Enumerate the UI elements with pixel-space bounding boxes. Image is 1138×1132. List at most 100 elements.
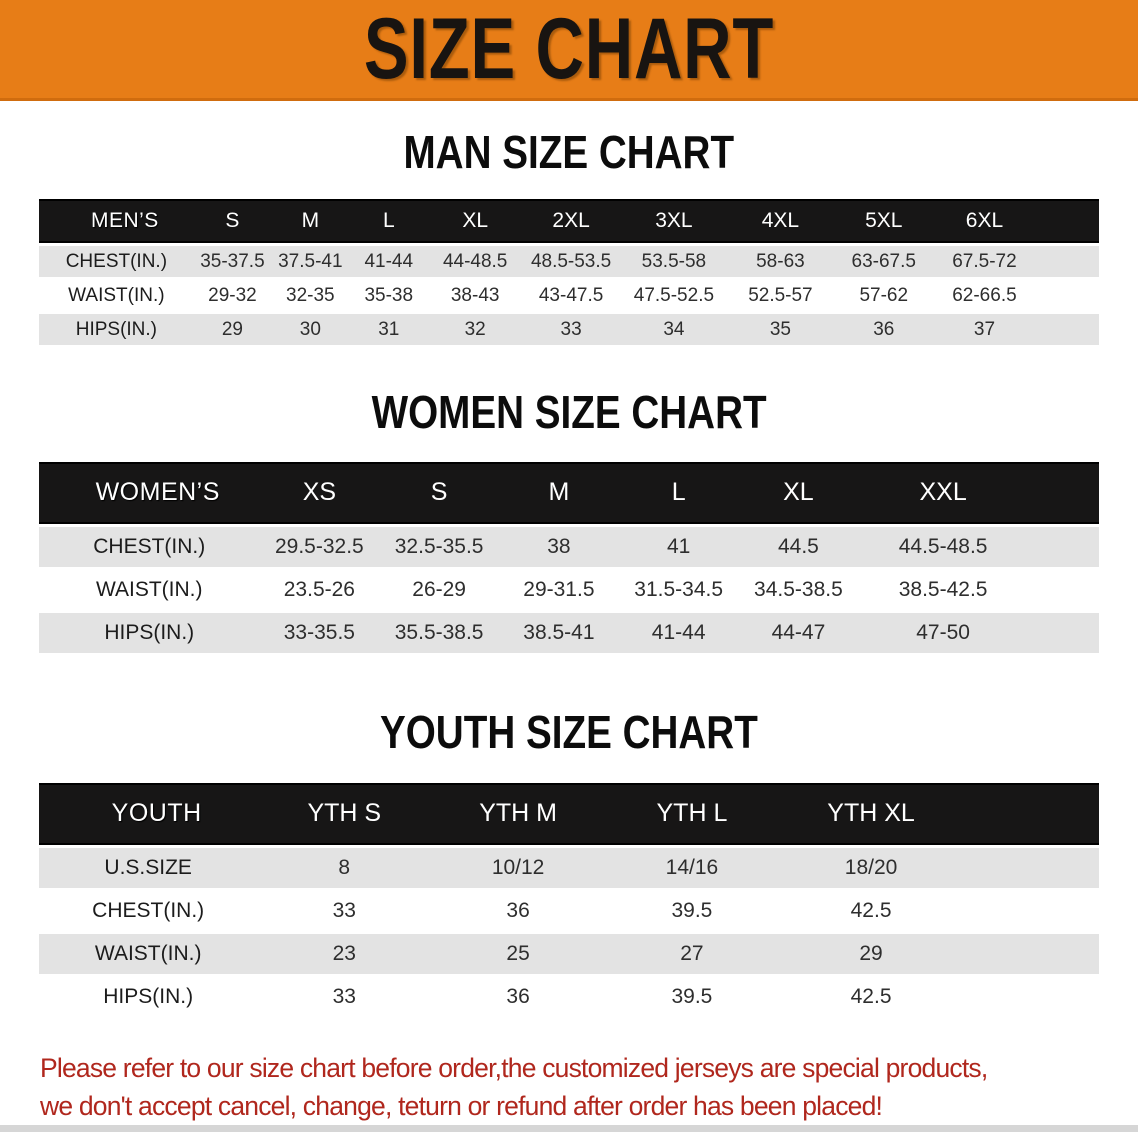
value-cell: 35	[727, 314, 833, 346]
row-label-cell: WAIST(IN.)	[39, 933, 258, 974]
men-size-table: MEN’S S M L XL 2XL 3XL 4XL 5XL 6XL CHEST…	[39, 196, 1099, 348]
value-cell: 32	[428, 314, 523, 346]
value-cell: 58-63	[727, 246, 833, 278]
row-label-cell: CHEST(IN.)	[39, 246, 194, 278]
value-cell: 43-47.5	[522, 280, 620, 312]
size-header-cell: S	[379, 461, 500, 524]
filler-cell	[963, 847, 1099, 888]
size-header-cell: YTH L	[605, 782, 779, 845]
value-cell: 63-67.5	[832, 246, 935, 278]
value-cell: 44-48.5	[428, 246, 523, 278]
value-cell: 23.5-26	[259, 569, 380, 610]
value-cell: 57-62	[832, 280, 935, 312]
value-cell: 38.5-42.5	[858, 569, 1028, 610]
size-header-cell: 6XL	[934, 199, 1035, 244]
value-cell: 8	[257, 847, 432, 888]
youth-group-label: YOUTH	[39, 782, 258, 845]
disclaimer-line-2: we don't accept cancel, change, teturn o…	[40, 1090, 883, 1121]
value-cell: 36	[431, 890, 606, 931]
youth-chest-row: CHEST(IN.) 33 36 39.5 42.5	[39, 890, 1099, 931]
size-header-cell: L	[618, 461, 739, 524]
value-cell: 48.5-53.5	[522, 246, 620, 278]
value-cell: 33	[522, 314, 620, 346]
value-cell: 31	[349, 314, 428, 346]
women-heading-text: WOMEN SIZE CHART	[371, 386, 767, 439]
value-cell: 14/16	[605, 847, 779, 888]
man-heading-text: MAN SIZE CHART	[403, 126, 735, 178]
value-cell: 33	[257, 890, 432, 931]
men-chest-row: CHEST(IN.) 35-37.5 37.5-41 41-44 44-48.5…	[39, 246, 1099, 278]
row-label-cell: HIPS(IN.)	[39, 612, 260, 653]
size-header-cell: M	[499, 461, 619, 524]
value-cell: 42.5	[778, 890, 964, 931]
men-hips-row: HIPS(IN.) 29 30 31 32 33 34 35 36 37	[39, 314, 1099, 346]
size-header-cell: 2XL	[522, 199, 620, 244]
value-cell: 44.5-48.5	[858, 526, 1028, 567]
bottom-edge-line	[0, 1125, 1138, 1132]
size-header-cell: YTH M	[431, 782, 606, 845]
value-cell: 37.5-41	[271, 246, 350, 278]
size-header-cell: 4XL	[727, 199, 833, 244]
filler-cell	[1034, 280, 1099, 312]
women-waist-row: WAIST(IN.) 23.5-26 26-29 29-31.5 31.5-34…	[39, 569, 1099, 610]
filler-cell	[1027, 569, 1099, 610]
youth-hips-row: HIPS(IN.) 33 36 39.5 42.5	[39, 976, 1099, 1017]
women-header-row: WOMEN’S XS S M L XL XXL	[39, 461, 1099, 524]
row-label-cell: HIPS(IN.)	[39, 314, 194, 346]
value-cell: 33-35.5	[259, 612, 380, 653]
value-cell: 67.5-72	[934, 246, 1035, 278]
youth-waist-row: WAIST(IN.) 23 25 27 29	[39, 933, 1099, 974]
value-cell: 35-37.5	[193, 246, 272, 278]
youth-section-heading: YOUTH SIZE CHART	[0, 707, 1138, 756]
disclaimer-line-1: Please refer to our size chart before or…	[40, 1052, 988, 1083]
banner: SIZE CHART	[0, 0, 1138, 101]
value-cell: 52.5-57	[727, 280, 833, 312]
filler-cell	[1027, 526, 1099, 567]
value-cell: 29	[193, 314, 272, 346]
value-cell: 36	[832, 314, 935, 346]
size-header-cell: YTH XL	[778, 782, 964, 845]
value-cell: 23	[257, 933, 432, 974]
women-section-heading: WOMEN SIZE CHART	[0, 386, 1138, 439]
size-header-cell: S	[193, 199, 272, 244]
women-size-table: WOMEN’S XS S M L XL XXL CHEST(IN.) 29.5-…	[39, 459, 1099, 656]
men-header-row: MEN’S S M L XL 2XL 3XL 4XL 5XL 6XL	[39, 199, 1099, 244]
youth-ussize-row: U.S.SIZE 8 10/12 14/16 18/20	[39, 847, 1099, 888]
size-header-cell: XXL	[858, 461, 1028, 524]
women-group-label: WOMEN’S	[39, 461, 260, 524]
filler-cell	[1027, 612, 1099, 653]
banner-title: SIZE CHART	[363, 1, 775, 97]
value-cell: 25	[431, 933, 606, 974]
value-cell: 30	[271, 314, 350, 346]
youth-size-table: YOUTH YTH S YTH M YTH L YTH XL U.S.SIZE …	[39, 780, 1099, 1020]
value-cell: 53.5-58	[619, 246, 728, 278]
filler-cell	[1027, 461, 1099, 524]
women-chest-row: CHEST(IN.) 29.5-32.5 32.5-35.5 38 41 44.…	[39, 526, 1099, 567]
value-cell: 18/20	[778, 847, 964, 888]
value-cell: 41-44	[349, 246, 428, 278]
value-cell: 32-35	[271, 280, 350, 312]
size-header-cell: XL	[738, 461, 859, 524]
value-cell: 44-47	[738, 612, 859, 653]
women-hips-row: HIPS(IN.) 33-35.5 35.5-38.5 38.5-41 41-4…	[39, 612, 1099, 653]
value-cell: 35-38	[349, 280, 428, 312]
value-cell: 29-31.5	[499, 569, 619, 610]
value-cell: 41-44	[618, 612, 739, 653]
row-label-cell: WAIST(IN.)	[39, 569, 260, 610]
value-cell: 38-43	[428, 280, 523, 312]
row-label-cell: U.S.SIZE	[39, 847, 258, 888]
size-header-cell: L	[349, 199, 428, 244]
value-cell: 36	[431, 976, 606, 1017]
man-section-heading: MAN SIZE CHART	[0, 126, 1138, 178]
value-cell: 34.5-38.5	[738, 569, 859, 610]
value-cell: 27	[605, 933, 779, 974]
value-cell: 34	[619, 314, 728, 346]
filler-cell	[1034, 314, 1099, 346]
row-label-cell: HIPS(IN.)	[39, 976, 258, 1017]
value-cell: 38.5-41	[499, 612, 619, 653]
value-cell: 29-32	[193, 280, 272, 312]
value-cell: 33	[257, 976, 432, 1017]
filler-cell	[963, 890, 1099, 931]
value-cell: 37	[934, 314, 1035, 346]
